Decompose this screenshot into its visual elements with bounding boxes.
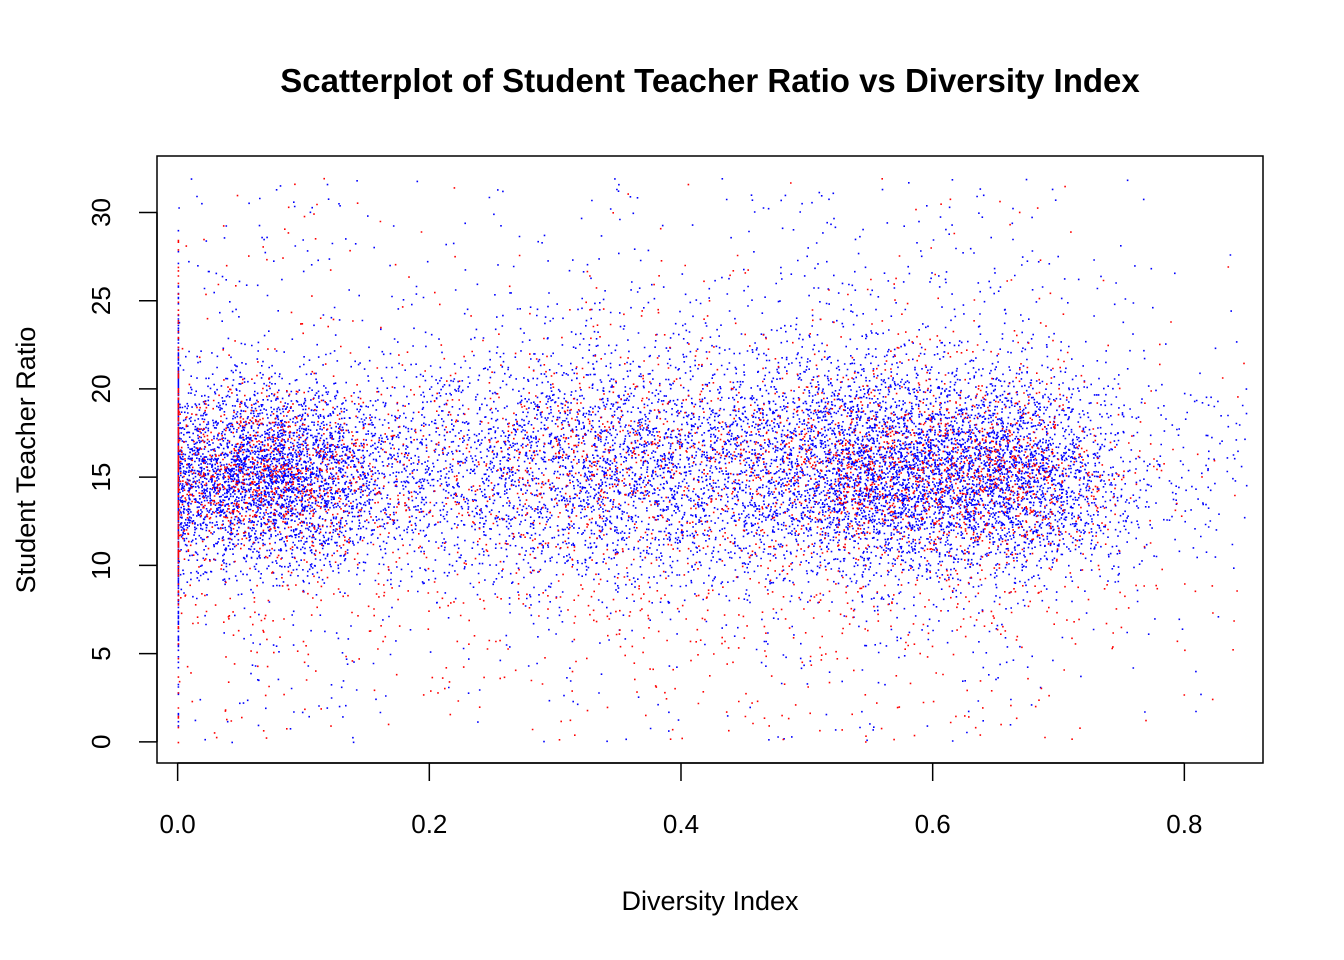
y-axis-label: Student Teacher Ratio [11, 327, 41, 594]
y-tick-label: 30 [86, 198, 116, 227]
x-tick-label: 0.2 [411, 809, 447, 839]
scatter-points [177, 177, 1248, 744]
x-tick-label: 0.4 [663, 809, 699, 839]
x-tick-label: 0.6 [915, 809, 951, 839]
y-tick-label: 5 [86, 646, 116, 660]
y-tick-label: 0 [86, 735, 116, 749]
y-tick-label: 15 [86, 463, 116, 492]
y-axis: 0 5 10 15 20 25 30 [86, 198, 158, 749]
y-tick-label: 10 [86, 551, 116, 580]
y-tick-label: 20 [86, 374, 116, 403]
chart-title: Scatterplot of Student Teacher Ratio vs … [280, 62, 1140, 99]
x-axis-label: Diversity Index [621, 886, 799, 916]
scatter-series-blue [177, 178, 1248, 744]
x-tick-label: 0.8 [1166, 809, 1202, 839]
x-axis: 0.0 0.2 0.4 0.6 0.8 [160, 762, 1202, 839]
x-tick-label: 0.0 [160, 809, 196, 839]
y-tick-label: 25 [86, 286, 116, 315]
